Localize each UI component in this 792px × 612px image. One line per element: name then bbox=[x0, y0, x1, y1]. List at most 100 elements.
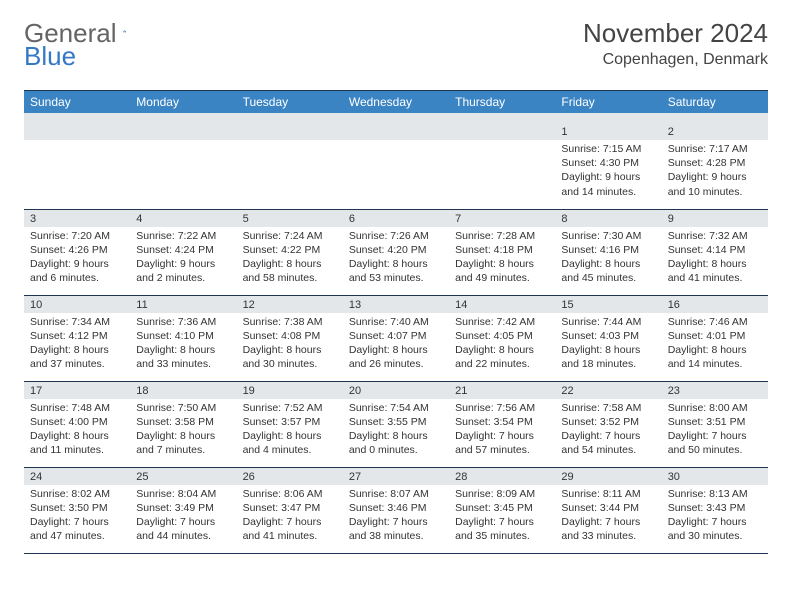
calendar-day: 28Sunrise: 8:09 AMSunset: 3:45 PMDayligh… bbox=[449, 467, 555, 553]
day-number: 8 bbox=[555, 210, 661, 227]
calendar-day: 8Sunrise: 7:30 AMSunset: 4:16 PMDaylight… bbox=[555, 209, 661, 295]
calendar-day: 1Sunrise: 7:15 AMSunset: 4:30 PMDaylight… bbox=[555, 123, 661, 209]
day-details: Sunrise: 8:04 AMSunset: 3:49 PMDaylight:… bbox=[130, 485, 236, 548]
calendar-day: 7Sunrise: 7:28 AMSunset: 4:18 PMDaylight… bbox=[449, 209, 555, 295]
day-details: Sunrise: 7:46 AMSunset: 4:01 PMDaylight:… bbox=[662, 313, 768, 376]
day-number: 25 bbox=[130, 468, 236, 485]
day-details: Sunrise: 7:32 AMSunset: 4:14 PMDaylight:… bbox=[662, 227, 768, 290]
calendar-day bbox=[130, 123, 236, 209]
day-number: 21 bbox=[449, 382, 555, 399]
day-details: Sunrise: 7:56 AMSunset: 3:54 PMDaylight:… bbox=[449, 399, 555, 462]
day-number: 5 bbox=[237, 210, 343, 227]
month-title: November 2024 bbox=[583, 18, 768, 49]
day-details: Sunrise: 8:06 AMSunset: 3:47 PMDaylight:… bbox=[237, 485, 343, 548]
calendar-day: 9Sunrise: 7:32 AMSunset: 4:14 PMDaylight… bbox=[662, 209, 768, 295]
day-number: 14 bbox=[449, 296, 555, 313]
calendar-day: 4Sunrise: 7:22 AMSunset: 4:24 PMDaylight… bbox=[130, 209, 236, 295]
day-number: 6 bbox=[343, 210, 449, 227]
day-details: Sunrise: 8:09 AMSunset: 3:45 PMDaylight:… bbox=[449, 485, 555, 548]
calendar-week: 10Sunrise: 7:34 AMSunset: 4:12 PMDayligh… bbox=[24, 295, 768, 381]
day-details: Sunrise: 7:17 AMSunset: 4:28 PMDaylight:… bbox=[662, 140, 768, 203]
day-number: 18 bbox=[130, 382, 236, 399]
calendar-day: 21Sunrise: 7:56 AMSunset: 3:54 PMDayligh… bbox=[449, 381, 555, 467]
calendar-day: 10Sunrise: 7:34 AMSunset: 4:12 PMDayligh… bbox=[24, 295, 130, 381]
day-details: Sunrise: 8:00 AMSunset: 3:51 PMDaylight:… bbox=[662, 399, 768, 462]
day-details: Sunrise: 7:38 AMSunset: 4:08 PMDaylight:… bbox=[237, 313, 343, 376]
day-number: 28 bbox=[449, 468, 555, 485]
day-details: Sunrise: 8:11 AMSunset: 3:44 PMDaylight:… bbox=[555, 485, 661, 548]
day-details: Sunrise: 7:42 AMSunset: 4:05 PMDaylight:… bbox=[449, 313, 555, 376]
day-number-empty bbox=[24, 123, 130, 140]
calendar-day: 27Sunrise: 8:07 AMSunset: 3:46 PMDayligh… bbox=[343, 467, 449, 553]
logo-sail-icon bbox=[123, 23, 126, 39]
day-number: 23 bbox=[662, 382, 768, 399]
calendar-day: 17Sunrise: 7:48 AMSunset: 4:00 PMDayligh… bbox=[24, 381, 130, 467]
day-number: 22 bbox=[555, 382, 661, 399]
calendar-day: 25Sunrise: 8:04 AMSunset: 3:49 PMDayligh… bbox=[130, 467, 236, 553]
day-number: 15 bbox=[555, 296, 661, 313]
spacer-row bbox=[24, 113, 768, 123]
calendar-day: 24Sunrise: 8:02 AMSunset: 3:50 PMDayligh… bbox=[24, 467, 130, 553]
day-details: Sunrise: 7:48 AMSunset: 4:00 PMDaylight:… bbox=[24, 399, 130, 462]
calendar-day: 18Sunrise: 7:50 AMSunset: 3:58 PMDayligh… bbox=[130, 381, 236, 467]
weekday-header: Tuesday bbox=[237, 91, 343, 114]
calendar-table: SundayMondayTuesdayWednesdayThursdayFrid… bbox=[24, 90, 768, 554]
location: Copenhagen, Denmark bbox=[583, 51, 768, 69]
day-number: 11 bbox=[130, 296, 236, 313]
day-details: Sunrise: 7:52 AMSunset: 3:57 PMDaylight:… bbox=[237, 399, 343, 462]
calendar-day: 2Sunrise: 7:17 AMSunset: 4:28 PMDaylight… bbox=[662, 123, 768, 209]
calendar-week: 24Sunrise: 8:02 AMSunset: 3:50 PMDayligh… bbox=[24, 467, 768, 553]
calendar-day: 26Sunrise: 8:06 AMSunset: 3:47 PMDayligh… bbox=[237, 467, 343, 553]
logo-blue: Blue bbox=[24, 41, 76, 72]
day-number: 10 bbox=[24, 296, 130, 313]
calendar-day: 23Sunrise: 8:00 AMSunset: 3:51 PMDayligh… bbox=[662, 381, 768, 467]
calendar-week: 1Sunrise: 7:15 AMSunset: 4:30 PMDaylight… bbox=[24, 123, 768, 209]
day-details: Sunrise: 8:07 AMSunset: 3:46 PMDaylight:… bbox=[343, 485, 449, 548]
day-number: 16 bbox=[662, 296, 768, 313]
calendar-day: 11Sunrise: 7:36 AMSunset: 4:10 PMDayligh… bbox=[130, 295, 236, 381]
day-details: Sunrise: 7:22 AMSunset: 4:24 PMDaylight:… bbox=[130, 227, 236, 290]
weekday-row: SundayMondayTuesdayWednesdayThursdayFrid… bbox=[24, 91, 768, 114]
day-details: Sunrise: 7:50 AMSunset: 3:58 PMDaylight:… bbox=[130, 399, 236, 462]
calendar-day: 6Sunrise: 7:26 AMSunset: 4:20 PMDaylight… bbox=[343, 209, 449, 295]
day-details: Sunrise: 7:24 AMSunset: 4:22 PMDaylight:… bbox=[237, 227, 343, 290]
calendar-body: 1Sunrise: 7:15 AMSunset: 4:30 PMDaylight… bbox=[24, 113, 768, 553]
day-number: 3 bbox=[24, 210, 130, 227]
day-number-empty bbox=[130, 123, 236, 140]
weekday-header: Sunday bbox=[24, 91, 130, 114]
day-number: 17 bbox=[24, 382, 130, 399]
calendar-day: 29Sunrise: 8:11 AMSunset: 3:44 PMDayligh… bbox=[555, 467, 661, 553]
day-details: Sunrise: 8:13 AMSunset: 3:43 PMDaylight:… bbox=[662, 485, 768, 548]
day-details: Sunrise: 7:26 AMSunset: 4:20 PMDaylight:… bbox=[343, 227, 449, 290]
weekday-header: Wednesday bbox=[343, 91, 449, 114]
calendar-day bbox=[24, 123, 130, 209]
day-number: 1 bbox=[555, 123, 661, 140]
day-details: Sunrise: 7:58 AMSunset: 3:52 PMDaylight:… bbox=[555, 399, 661, 462]
calendar-day: 3Sunrise: 7:20 AMSunset: 4:26 PMDaylight… bbox=[24, 209, 130, 295]
day-number: 24 bbox=[24, 468, 130, 485]
day-number: 26 bbox=[237, 468, 343, 485]
weekday-header: Thursday bbox=[449, 91, 555, 114]
day-number: 27 bbox=[343, 468, 449, 485]
day-number: 29 bbox=[555, 468, 661, 485]
day-details: Sunrise: 7:15 AMSunset: 4:30 PMDaylight:… bbox=[555, 140, 661, 203]
day-number-empty bbox=[237, 123, 343, 140]
day-number: 4 bbox=[130, 210, 236, 227]
title-block: November 2024 Copenhagen, Denmark bbox=[583, 18, 768, 69]
calendar-day: 13Sunrise: 7:40 AMSunset: 4:07 PMDayligh… bbox=[343, 295, 449, 381]
day-details: Sunrise: 7:40 AMSunset: 4:07 PMDaylight:… bbox=[343, 313, 449, 376]
day-details: Sunrise: 7:30 AMSunset: 4:16 PMDaylight:… bbox=[555, 227, 661, 290]
calendar-day bbox=[343, 123, 449, 209]
day-details: Sunrise: 7:44 AMSunset: 4:03 PMDaylight:… bbox=[555, 313, 661, 376]
calendar-day bbox=[449, 123, 555, 209]
weekday-header: Saturday bbox=[662, 91, 768, 114]
calendar-day: 20Sunrise: 7:54 AMSunset: 3:55 PMDayligh… bbox=[343, 381, 449, 467]
day-details: Sunrise: 7:34 AMSunset: 4:12 PMDaylight:… bbox=[24, 313, 130, 376]
calendar-day bbox=[237, 123, 343, 209]
day-number: 19 bbox=[237, 382, 343, 399]
day-number: 9 bbox=[662, 210, 768, 227]
day-number: 20 bbox=[343, 382, 449, 399]
calendar-day: 15Sunrise: 7:44 AMSunset: 4:03 PMDayligh… bbox=[555, 295, 661, 381]
weekday-header: Monday bbox=[130, 91, 236, 114]
calendar-day: 16Sunrise: 7:46 AMSunset: 4:01 PMDayligh… bbox=[662, 295, 768, 381]
